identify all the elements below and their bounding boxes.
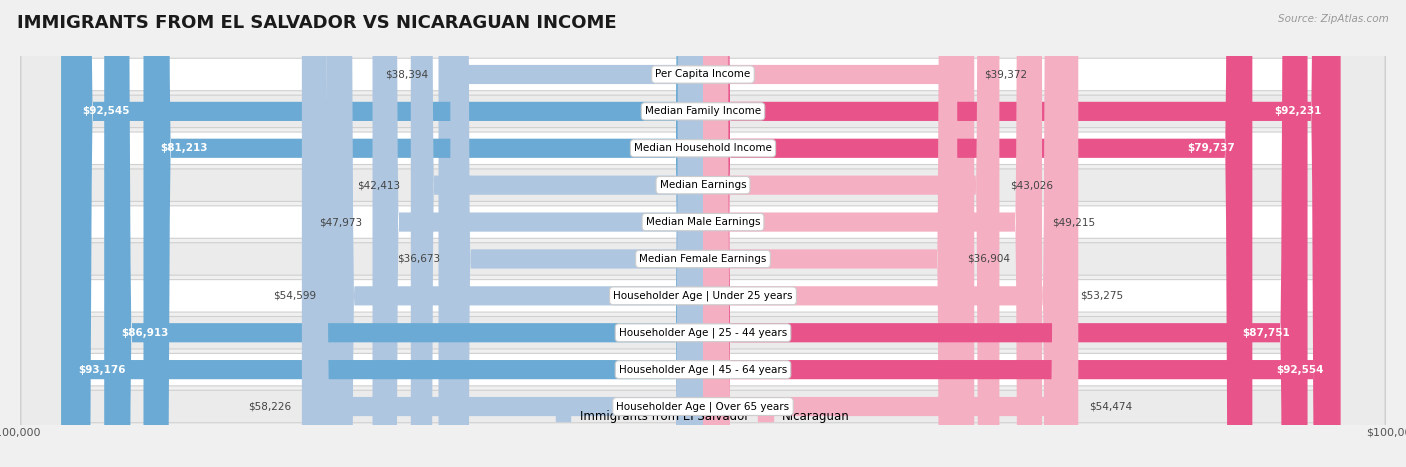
FancyBboxPatch shape: [66, 0, 703, 467]
Text: Median Male Earnings: Median Male Earnings: [645, 217, 761, 227]
Text: $47,973: $47,973: [319, 217, 363, 227]
Text: Source: ZipAtlas.com: Source: ZipAtlas.com: [1278, 14, 1389, 24]
FancyBboxPatch shape: [411, 0, 703, 467]
FancyBboxPatch shape: [21, 0, 1385, 467]
Text: Householder Age | 25 - 44 years: Householder Age | 25 - 44 years: [619, 327, 787, 338]
Text: $36,904: $36,904: [967, 254, 1011, 264]
FancyBboxPatch shape: [703, 0, 1078, 467]
Text: $42,413: $42,413: [357, 180, 401, 190]
FancyBboxPatch shape: [302, 0, 703, 467]
FancyBboxPatch shape: [703, 0, 957, 467]
Text: Householder Age | Over 65 years: Householder Age | Over 65 years: [616, 401, 790, 412]
FancyBboxPatch shape: [703, 0, 1308, 467]
FancyBboxPatch shape: [326, 0, 703, 467]
FancyBboxPatch shape: [143, 0, 703, 467]
FancyBboxPatch shape: [21, 0, 1385, 467]
Text: $81,213: $81,213: [160, 143, 208, 153]
FancyBboxPatch shape: [373, 0, 703, 467]
Text: $79,737: $79,737: [1187, 143, 1234, 153]
Legend: Immigrants from El Salvador, Nicaraguan: Immigrants from El Salvador, Nicaraguan: [557, 410, 849, 423]
Text: Per Capita Income: Per Capita Income: [655, 70, 751, 79]
Text: $54,474: $54,474: [1088, 402, 1132, 411]
Text: Median Household Income: Median Household Income: [634, 143, 772, 153]
FancyBboxPatch shape: [703, 0, 1000, 467]
FancyBboxPatch shape: [21, 0, 1385, 467]
FancyBboxPatch shape: [703, 0, 1341, 467]
FancyBboxPatch shape: [21, 0, 1385, 467]
FancyBboxPatch shape: [104, 0, 703, 467]
FancyBboxPatch shape: [703, 0, 974, 467]
Text: $92,554: $92,554: [1275, 365, 1323, 375]
Text: $38,394: $38,394: [385, 70, 429, 79]
Text: $36,673: $36,673: [396, 254, 440, 264]
Text: IMMIGRANTS FROM EL SALVADOR VS NICARAGUAN INCOME: IMMIGRANTS FROM EL SALVADOR VS NICARAGUA…: [17, 14, 616, 32]
Text: $87,751: $87,751: [1243, 328, 1291, 338]
Text: Householder Age | 45 - 64 years: Householder Age | 45 - 64 years: [619, 364, 787, 375]
Text: $58,226: $58,226: [249, 402, 291, 411]
Text: $92,231: $92,231: [1274, 106, 1322, 116]
Text: Median Female Earnings: Median Female Earnings: [640, 254, 766, 264]
FancyBboxPatch shape: [703, 0, 1339, 467]
FancyBboxPatch shape: [439, 0, 703, 467]
Text: Median Family Income: Median Family Income: [645, 106, 761, 116]
FancyBboxPatch shape: [21, 0, 1385, 467]
Text: $43,026: $43,026: [1010, 180, 1053, 190]
FancyBboxPatch shape: [703, 0, 1253, 467]
Text: $54,599: $54,599: [273, 291, 316, 301]
FancyBboxPatch shape: [450, 0, 703, 467]
Text: $86,913: $86,913: [121, 328, 169, 338]
FancyBboxPatch shape: [703, 0, 1042, 467]
Text: Householder Age | Under 25 years: Householder Age | Under 25 years: [613, 290, 793, 301]
FancyBboxPatch shape: [21, 0, 1385, 467]
FancyBboxPatch shape: [60, 0, 703, 467]
Text: $53,275: $53,275: [1080, 291, 1123, 301]
FancyBboxPatch shape: [703, 0, 1070, 467]
FancyBboxPatch shape: [21, 0, 1385, 467]
Text: $92,545: $92,545: [83, 106, 131, 116]
Text: $49,215: $49,215: [1053, 217, 1095, 227]
Text: Median Earnings: Median Earnings: [659, 180, 747, 190]
FancyBboxPatch shape: [21, 0, 1385, 467]
Text: $39,372: $39,372: [984, 70, 1028, 79]
Text: $93,176: $93,176: [79, 365, 125, 375]
FancyBboxPatch shape: [21, 0, 1385, 467]
FancyBboxPatch shape: [21, 0, 1385, 467]
